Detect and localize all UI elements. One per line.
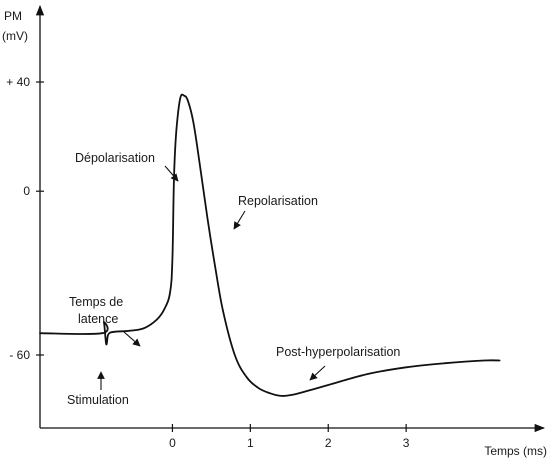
x-tick-label: 2 [325, 436, 332, 450]
arrow-latence [123, 331, 141, 347]
y-ticks: + 40 0 - 60 [6, 75, 44, 362]
annotation-repolarisation: Repolarisation [238, 194, 318, 208]
x-ticks: 0 1 2 3 [169, 424, 410, 450]
annotation-post-hyperpolarisation: Post-hyperpolarisation [276, 345, 400, 359]
x-tick-label: 0 [169, 436, 176, 450]
annotation-temps-de: Temps de [69, 295, 123, 309]
action-potential-line [39, 93, 501, 397]
y-axis-title-line2: (mV) [2, 29, 28, 43]
x-tick-label: 3 [403, 436, 410, 450]
y-tick-label: + 40 [6, 75, 30, 89]
arrow-post-hyperpolarisation [309, 365, 326, 381]
arrow-depolarisation [164, 165, 179, 182]
y-tick-label: - 60 [9, 348, 30, 362]
annotation-latence: latence [78, 312, 118, 326]
annotation-depolarisation: Dépolarisation [75, 151, 155, 165]
y-axis-title-line1: PM [4, 9, 22, 23]
annotation-stimulation: Stimulation [67, 393, 129, 407]
x-axis-title: Temps (ms) [484, 444, 547, 458]
x-tick-label: 1 [247, 436, 254, 450]
y-tick-label: 0 [23, 184, 30, 198]
arrow-repolarisation [233, 210, 246, 230]
